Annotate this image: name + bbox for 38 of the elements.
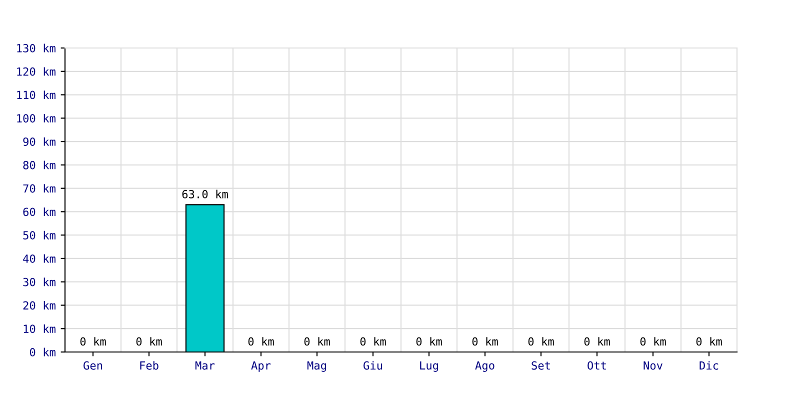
data-label: 63.0 km — [182, 190, 228, 198]
x-tick-label: Apr — [251, 361, 271, 372]
x-tick-label: Ago — [475, 361, 494, 372]
data-label: 0 km — [640, 337, 666, 346]
x-tick-label: Ott — [588, 361, 606, 370]
x-tick-label: Set — [532, 361, 550, 370]
data-label: 0 km — [472, 337, 498, 346]
data-label: 0 km — [584, 337, 610, 346]
data-label: 0 km — [304, 337, 330, 346]
x-tick-label: Lug — [420, 361, 438, 372]
x-tick-label: Giu — [364, 361, 382, 370]
y-tick-label: 120 km — [17, 67, 56, 76]
data-label: 0 km — [136, 337, 162, 346]
y-tick-label: 0 km — [30, 348, 56, 356]
data-label: 0 km — [416, 337, 442, 346]
x-tick-label: Gen — [84, 361, 102, 370]
x-tick-label: Feb — [140, 361, 158, 370]
y-tick-label: 70 km — [23, 184, 56, 193]
y-tick-label: 50 km — [23, 230, 56, 240]
y-tick-label: 110 km — [17, 90, 56, 100]
data-label: 0 km — [528, 337, 554, 346]
y-tick-label: 60 km — [23, 208, 56, 216]
y-tick-label: 10 km — [24, 324, 56, 334]
data-label: 0 km — [80, 337, 106, 346]
x-tick-label: Mar — [195, 361, 215, 370]
x-tick-label: Mag — [307, 361, 326, 372]
y-tick-label: 20 km — [23, 301, 56, 310]
y-tick-label: 90 km — [23, 137, 56, 146]
x-tick-label: Nov — [644, 361, 662, 370]
x-tick-label: Dic — [700, 361, 718, 370]
data-label: 0 km — [360, 337, 386, 346]
y-tick-label: 40 km — [23, 254, 56, 263]
data-label: 0 km — [248, 337, 274, 346]
data-label: 0 km — [696, 337, 722, 346]
y-tick-label: 80 km — [23, 160, 56, 170]
y-tick-label: 130 km — [17, 44, 56, 52]
y-tick-label: 30 km — [23, 278, 56, 286]
y-tick-label: 100 km — [17, 114, 56, 123]
